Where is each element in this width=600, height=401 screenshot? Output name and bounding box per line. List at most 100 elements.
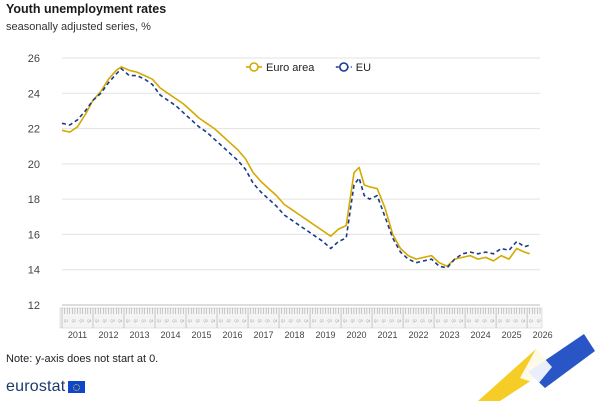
y-tick-label: 22 [28, 124, 40, 136]
x-quarter-label: Q2 [134, 319, 138, 323]
x-quarter-label: Q2 [72, 319, 76, 323]
x-axis-band [59, 307, 543, 329]
x-quarter-label: Q3 [358, 319, 362, 323]
eurostat-logo: eurostat [6, 378, 86, 396]
x-tick-label: 2025 [502, 330, 522, 340]
x-quarter-label: Q1 [219, 319, 223, 323]
x-tick-label: 2015 [192, 330, 212, 340]
legend-marker [249, 62, 259, 72]
legend-label: EU [356, 62, 371, 74]
eu-flag-icon [68, 381, 86, 393]
x-tick-label: 2012 [98, 330, 118, 340]
x-tick-label: 2020 [347, 330, 367, 340]
x-tick-label: 2011 [68, 330, 87, 340]
x-quarter-label: Q3 [389, 319, 393, 323]
y-tick-label: 16 [28, 229, 40, 241]
x-quarter-label: Q1 [498, 319, 502, 323]
x-quarter-label: Q2 [165, 319, 169, 323]
x-quarter-label: Q2 [258, 319, 262, 323]
x-quarter-label: Q1 [312, 319, 316, 323]
x-tick-label: 2026 [533, 330, 553, 340]
x-quarter-label: Q3 [79, 319, 83, 323]
x-quarter-label: Q4 [211, 319, 215, 323]
x-tick-label: 2014 [161, 330, 181, 340]
x-tick-label: 2022 [409, 330, 429, 340]
series-line-eu [61, 67, 530, 269]
x-quarter-label: Q4 [273, 319, 277, 323]
x-quarter-label: Q3 [420, 319, 424, 323]
x-quarter-label: Q4 [490, 319, 494, 323]
x-quarter-label: Q2 [475, 319, 479, 323]
x-quarter-label: Q4 [428, 319, 432, 323]
x-tick-label: 2024 [471, 330, 491, 340]
x-quarter-label: Q3 [482, 319, 486, 323]
x-quarter-label: Q1 [157, 319, 161, 323]
x-quarter-label: Q3 [327, 319, 331, 323]
x-quarter-label: Q3 [172, 319, 176, 323]
x-quarter-label: Q3 [234, 319, 238, 323]
x-quarter-label: Q1 [281, 319, 285, 323]
x-tick-label: 2023 [440, 330, 460, 340]
x-quarter-label: Q3 [203, 319, 207, 323]
y-tick-label: 26 [28, 53, 40, 65]
y-tick-label: 18 [28, 194, 40, 206]
x-quarter-label: Q1 [250, 319, 254, 323]
x-quarter-label: Q2 [444, 319, 448, 323]
x-quarter-label: Q3 [513, 319, 517, 323]
x-quarter-label: Q1 [529, 319, 533, 323]
x-quarter-label: Q4 [335, 319, 339, 323]
x-quarter-label: Q2 [289, 319, 293, 323]
x-quarter-label: Q2 [196, 319, 200, 323]
y-tick-label: 14 [28, 265, 40, 277]
y-tick-label: 20 [28, 159, 40, 171]
x-quarter-label: Q3 [265, 319, 269, 323]
x-quarter-label: Q1 [405, 319, 409, 323]
legend-marker [338, 62, 349, 72]
x-quarter-label: Q3 [141, 319, 145, 323]
chart-title: Youth unemployment rates [6, 2, 167, 16]
x-quarter-label: Q2 [506, 319, 510, 323]
x-quarter-label: Q4 [149, 319, 153, 323]
x-quarter-label: Q2 [227, 319, 231, 323]
x-quarter-label: Q4 [366, 319, 370, 323]
x-quarter-label: Q4 [87, 319, 91, 323]
x-quarter-label: Q1 [188, 319, 192, 323]
x-quarter-label: Q3 [110, 319, 114, 323]
x-quarter-label: Q1 [95, 319, 99, 323]
x-quarter-label: Q1 [467, 319, 471, 323]
x-quarter-label: Q4 [180, 319, 184, 323]
footnote: Note: y-axis does not start at 0. [6, 353, 159, 365]
x-quarter-label: Q1 [64, 319, 68, 323]
x-quarter-label: Q3 [451, 319, 455, 323]
x-quarter-label: Q1 [126, 319, 130, 323]
x-tick-label: 2019 [316, 330, 336, 340]
x-quarter-label: Q2 [537, 319, 541, 323]
x-quarter-label: Q3 [296, 319, 300, 323]
x-tick-label: 2013 [129, 330, 149, 340]
x-tick-label: 2021 [378, 330, 398, 340]
y-tick-label: 24 [28, 88, 40, 100]
x-quarter-label: Q4 [304, 319, 308, 323]
x-quarter-label: Q1 [436, 319, 440, 323]
x-tick-label: 2017 [254, 330, 274, 340]
y-tick-label: 12 [28, 300, 40, 312]
x-quarter-label: Q2 [103, 319, 107, 323]
x-quarter-label: Q4 [459, 319, 463, 323]
x-quarter-label: Q4 [521, 319, 525, 323]
x-quarter-label: Q2 [413, 319, 417, 323]
logo-text: eurostat [6, 378, 66, 395]
x-quarter-label: Q2 [351, 319, 355, 323]
x-tick-label: 2016 [223, 330, 243, 340]
x-quarter-label: Q4 [242, 319, 246, 323]
x-quarter-label: Q4 [397, 319, 401, 323]
x-quarter-label: Q1 [374, 319, 378, 323]
x-quarter-label: Q2 [382, 319, 386, 323]
legend-label: Euro area [266, 62, 315, 74]
x-tick-label: 2018 [285, 330, 305, 340]
x-quarter-label: Q2 [320, 319, 324, 323]
x-quarter-label: Q1 [343, 319, 347, 323]
chart-subtitle: seasonally adjusted series, % [6, 21, 151, 33]
ribbon-white-icon [520, 349, 552, 384]
